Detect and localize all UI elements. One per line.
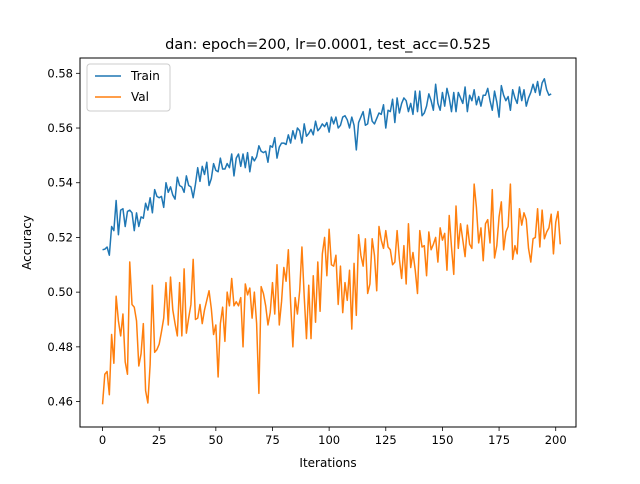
y-tick-label-0.56: 0.56 bbox=[47, 121, 73, 135]
legend-label-train: Train bbox=[130, 69, 160, 83]
y-tick-label-0.50: 0.50 bbox=[47, 285, 73, 299]
y-tick-label-0.48: 0.48 bbox=[47, 340, 73, 354]
y-tick-label-0.58: 0.58 bbox=[47, 66, 73, 80]
plot-frame bbox=[79, 57, 577, 428]
x-tick-label-0: 0 bbox=[99, 433, 106, 447]
x-tick-label-175: 175 bbox=[488, 433, 510, 447]
axes-layer: 0 25 50 75 100 125 150 175 200 0.46 0.48 0.50 0.52 0.… bbox=[47, 66, 566, 447]
chart-title: dan: epoch=200, lr=0.0001, test_acc=0.52… bbox=[165, 37, 491, 53]
legend-label-val: Val bbox=[131, 90, 149, 104]
x-tick-label-150: 150 bbox=[431, 433, 453, 447]
x-tick-label-50: 50 bbox=[209, 433, 224, 447]
series-line-val bbox=[101, 183, 561, 405]
x-tick-label-100: 100 bbox=[318, 433, 340, 447]
x-tick-label-200: 200 bbox=[545, 433, 567, 447]
x-tick-label-25: 25 bbox=[152, 433, 167, 447]
y-tick-label-0.54: 0.54 bbox=[47, 176, 73, 190]
series-line-train bbox=[102, 78, 552, 256]
x-tick-label-75: 75 bbox=[265, 433, 280, 447]
legend: Train Val bbox=[86, 63, 171, 112]
y-tick-label-0.52: 0.52 bbox=[47, 230, 73, 244]
x-tick-label-125: 125 bbox=[375, 433, 397, 447]
series-layer bbox=[101, 78, 561, 405]
y-axis-label: Accuracy bbox=[20, 215, 34, 270]
x-axis-label: Iterations bbox=[299, 456, 356, 470]
y-tick-label-0.46: 0.46 bbox=[47, 395, 73, 409]
